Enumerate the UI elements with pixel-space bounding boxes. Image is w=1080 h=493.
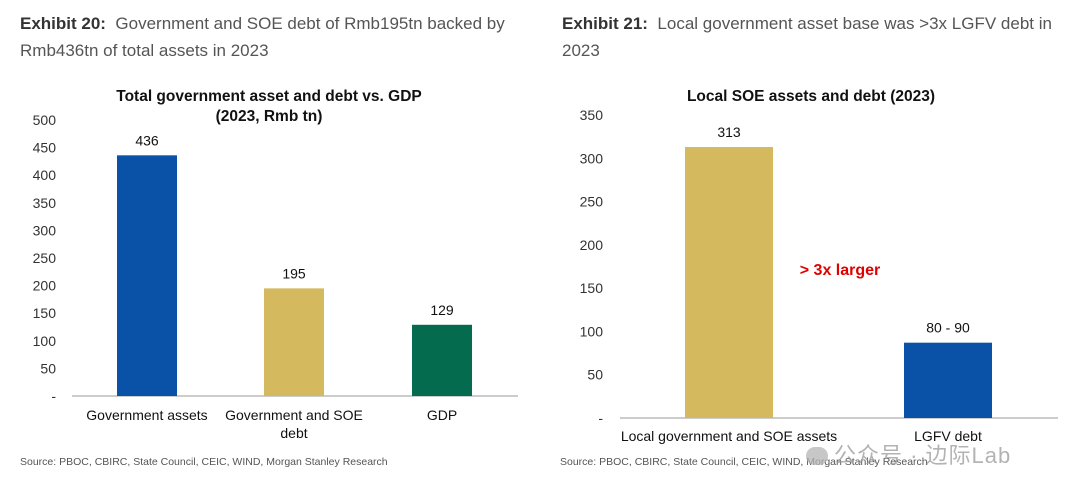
annotation-label: > 3x larger: [800, 262, 881, 279]
exhibit-21-header: Exhibit 21: Local government asset base …: [562, 10, 1062, 64]
y-tick-label: 150: [580, 280, 604, 296]
bar: [264, 288, 324, 396]
y-tick-label: 300: [580, 150, 604, 166]
y-tick-label: 50: [40, 360, 56, 376]
watermark-text: 公众号 · 边际Lab: [834, 443, 1012, 468]
x-tick-label: Local government and SOE assets: [621, 428, 837, 444]
x-tick-label: Government and SOE: [225, 407, 363, 423]
y-tick-label: 150: [33, 305, 57, 321]
x-tick-label: GDP: [427, 407, 457, 423]
data-label: 129: [430, 302, 454, 318]
data-label: 195: [282, 265, 306, 281]
y-tick-label: 250: [33, 250, 57, 266]
exhibit-caption: Local government asset base was >3x LGFV…: [562, 14, 1052, 60]
chart-title: Total government asset and debt vs. GDP: [116, 88, 421, 105]
y-tick-label: 500: [33, 112, 57, 128]
bar: [117, 155, 177, 396]
y-tick-label: 100: [33, 333, 57, 349]
exhibit-number: Exhibit 20:: [20, 14, 106, 33]
y-tick-label: 300: [33, 222, 57, 238]
x-tick-label: Government assets: [86, 407, 207, 423]
y-tick-label: 250: [580, 194, 604, 210]
y-tick-label: -: [51, 388, 56, 404]
chart-subtitle: (2023, Rmb tn): [216, 108, 323, 125]
bar: [412, 324, 472, 396]
y-tick-label: 50: [587, 367, 603, 383]
source-note: Source: PBOC, CBIRC, State Council, CEIC…: [560, 456, 928, 468]
bar: [685, 147, 773, 418]
x-tick-label: debt: [280, 425, 307, 441]
y-tick-label: -: [598, 410, 603, 426]
exhibit-20-header: Exhibit 20: Government and SOE debt of R…: [20, 10, 530, 64]
bar: [904, 342, 992, 418]
chart-title: Local SOE assets and debt (2023): [687, 88, 935, 105]
exhibit-number: Exhibit 21:: [562, 14, 648, 33]
y-tick-label: 350: [33, 195, 57, 211]
y-tick-label: 200: [33, 278, 57, 294]
x-tick-label: LGFV debt: [914, 428, 982, 444]
wechat-icon: [806, 447, 828, 465]
y-tick-label: 450: [33, 140, 57, 156]
source-note: Source: PBOC, CBIRC, State Council, CEIC…: [20, 456, 388, 468]
y-tick-label: 200: [580, 237, 604, 253]
y-tick-label: 350: [580, 107, 604, 123]
watermark: 公众号 · 边际Lab: [806, 438, 1011, 470]
data-label: 80 - 90: [926, 320, 970, 336]
data-label: 436: [135, 132, 159, 148]
data-label: 313: [717, 124, 741, 140]
y-tick-label: 400: [33, 167, 57, 183]
exhibit-caption: Government and SOE debt of Rmb195tn back…: [20, 14, 505, 60]
y-tick-label: 100: [580, 323, 604, 339]
